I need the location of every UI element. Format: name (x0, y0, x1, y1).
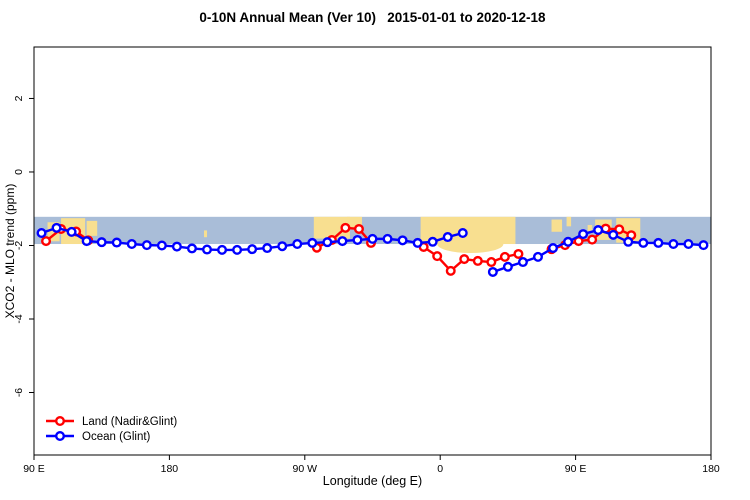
data-point (96, 237, 107, 248)
data-point (397, 235, 408, 246)
data-point (111, 237, 122, 248)
land-patch (204, 230, 208, 238)
data-point (486, 257, 497, 268)
data-point (171, 241, 182, 252)
data-point (517, 257, 528, 268)
y-axis: 2 0 -2 -4 -6 (13, 95, 34, 397)
data-point (587, 234, 598, 245)
data-point (307, 237, 318, 248)
x-axis: 90 E 180 90 W 0 90 E 180 (23, 455, 720, 475)
chart-title: 0-10N Annual Mean (Ver 10) 2015-01-01 to… (199, 10, 546, 25)
data-point (487, 266, 498, 277)
x-tick-label: 0 (437, 463, 443, 475)
data-point (427, 236, 438, 247)
data-point (353, 223, 364, 234)
data-point (141, 240, 152, 251)
data-point (499, 251, 510, 262)
x-tick-label: 180 (702, 463, 720, 475)
data-point (608, 229, 619, 240)
y-axis-label: XCO2 - MLO trend (ppm) (3, 183, 17, 319)
land-patch (86, 220, 98, 236)
data-point (563, 236, 574, 247)
y-tick-label: -2 (13, 241, 25, 250)
data-point (593, 225, 604, 236)
land-patch (346, 216, 362, 228)
data-point (322, 237, 333, 248)
x-axis-label: Longitude (deg E) (322, 474, 423, 488)
y-tick-label: 0 (13, 169, 25, 175)
data-point (412, 237, 423, 248)
data-point (614, 224, 625, 235)
legend-label: Ocean (Glint) (82, 431, 151, 443)
x-tick-label: 90 E (23, 463, 45, 475)
data-point (247, 244, 258, 255)
data-point (532, 251, 543, 262)
y-tick-label: -6 (13, 388, 25, 397)
data-point (457, 227, 468, 238)
land-patch (587, 224, 593, 234)
data-point (277, 241, 288, 252)
data-point (66, 226, 77, 237)
data-point (81, 236, 92, 247)
data-point (156, 240, 167, 251)
data-point (638, 237, 649, 248)
data-point (367, 233, 378, 244)
land-patch (551, 219, 563, 232)
data-point (41, 236, 52, 247)
data-point (578, 229, 589, 240)
plot-border (33, 46, 712, 456)
data-point (262, 243, 273, 254)
y-tick-label: -4 (13, 314, 25, 323)
legend-label: Land (Nadir&Glint) (82, 416, 177, 428)
data-point (340, 222, 351, 233)
data-point (186, 243, 197, 254)
data-point (623, 236, 634, 247)
x-tick-label: 90 E (565, 463, 587, 475)
data-point (698, 240, 709, 251)
data-point (337, 236, 348, 247)
data-point (683, 239, 694, 250)
data-point (472, 255, 483, 266)
x-tick-label: 180 (161, 463, 179, 475)
y-tick-label: 2 (13, 95, 25, 101)
data-point (432, 251, 443, 262)
data-point (502, 261, 513, 272)
data-point (232, 244, 243, 255)
data-point (459, 254, 470, 265)
data-point (352, 234, 363, 245)
data-point (513, 248, 524, 259)
data-point (126, 239, 137, 250)
land-patch (566, 216, 572, 227)
data-point (292, 239, 303, 250)
data-point (445, 265, 456, 276)
x-tick-label: 90 W (293, 463, 318, 475)
data-point (653, 237, 664, 248)
data-point (202, 244, 213, 255)
data-point (668, 239, 679, 250)
data-point (51, 222, 62, 233)
data-point (548, 243, 559, 254)
data-point (36, 227, 47, 238)
legend: Land (Nadir&Glint) Ocean (Glint) (46, 416, 177, 443)
series-ocean (36, 222, 709, 277)
data-point (382, 233, 393, 244)
data-point (217, 244, 228, 255)
data-point (442, 232, 453, 243)
